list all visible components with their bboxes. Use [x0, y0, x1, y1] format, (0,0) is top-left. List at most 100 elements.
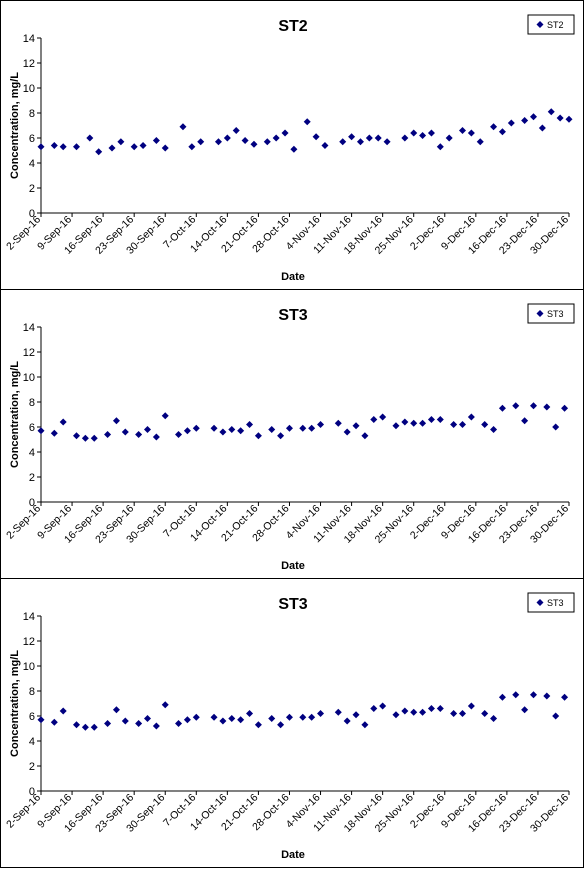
data-point [50, 718, 58, 726]
y-tick-label: 6 [29, 422, 35, 434]
data-point [179, 123, 187, 131]
legend-marker [536, 21, 544, 28]
data-point [361, 721, 369, 729]
y-tick-label: 2 [29, 183, 35, 195]
series-st2 [37, 108, 573, 156]
y-tick-label: 2 [29, 761, 35, 773]
data-point [410, 708, 418, 716]
data-point [104, 720, 112, 727]
data-point [498, 128, 506, 136]
data-point [117, 138, 125, 146]
data-point [436, 416, 444, 423]
data-point [538, 124, 546, 132]
data-point [143, 426, 151, 433]
data-point [197, 138, 205, 146]
y-tick-label: 4 [29, 447, 35, 459]
data-point [467, 413, 475, 421]
data-point [72, 721, 80, 729]
y-axis-label: Concentration, mg/L [9, 72, 21, 179]
data-point [246, 710, 254, 717]
data-point [263, 138, 271, 146]
data-point [121, 717, 129, 725]
data-point [299, 713, 307, 721]
y-tick-label: 12 [23, 58, 35, 70]
data-point [361, 432, 369, 440]
data-point [281, 129, 289, 137]
data-point [135, 720, 143, 727]
data-point [183, 427, 191, 435]
data-point [37, 427, 45, 435]
x-axis-label: Date [281, 271, 305, 283]
data-point [152, 722, 160, 730]
data-point [86, 134, 94, 142]
legend-box [527, 303, 575, 324]
data-point [95, 148, 103, 156]
data-point [419, 132, 427, 139]
data-point [59, 143, 67, 151]
y-tick-label: 8 [29, 108, 35, 120]
y-axis-label: Concentration, mg/L [9, 650, 21, 757]
y-tick-label: 14 [23, 611, 35, 623]
data-point [90, 723, 98, 731]
data-point [481, 421, 489, 428]
data-point [72, 432, 80, 440]
data-point [272, 134, 280, 142]
data-point [152, 137, 160, 144]
data-point [299, 424, 307, 432]
data-point [108, 144, 116, 152]
y-tick-label: 12 [23, 347, 35, 359]
data-point [530, 691, 538, 699]
data-point [139, 142, 147, 149]
data-point [556, 114, 564, 122]
data-point [143, 715, 151, 722]
y-tick-label: 8 [29, 686, 35, 698]
data-point [370, 416, 378, 423]
data-point [419, 708, 427, 716]
data-point [348, 133, 356, 141]
data-point [365, 134, 373, 142]
data-point [436, 143, 444, 151]
series-st3 [37, 402, 569, 442]
y-tick-label: 10 [23, 661, 35, 673]
data-point [334, 708, 342, 716]
data-point [152, 433, 160, 441]
data-point [268, 426, 276, 433]
data-point [379, 702, 387, 710]
data-point [459, 421, 467, 428]
data-point [392, 711, 400, 719]
data-point [530, 402, 538, 410]
data-point [214, 138, 222, 146]
data-point [521, 417, 529, 425]
y-tick-label: 10 [23, 83, 35, 95]
data-point [352, 422, 360, 430]
data-point [237, 716, 245, 724]
data-point [352, 711, 360, 719]
data-point [223, 134, 231, 142]
y-tick-label: 4 [29, 158, 35, 170]
data-point [59, 418, 67, 426]
chart-st3-b: ST3024681012142-Sep-169-Sep-1616-Sep-162… [4, 592, 575, 861]
data-point [498, 693, 506, 701]
data-point [183, 716, 191, 724]
data-point [419, 419, 427, 427]
chart-st2: ST2024681012142-Sep-169-Sep-1616-Sep-162… [4, 14, 575, 283]
data-point [290, 145, 298, 153]
data-point [552, 423, 560, 431]
y-tick-label: 6 [29, 133, 35, 145]
data-point [467, 702, 475, 710]
chart-title: ST2 [278, 18, 307, 35]
data-point [312, 133, 320, 141]
data-point [476, 138, 484, 146]
data-point [370, 705, 378, 712]
data-point [481, 710, 489, 717]
data-point [219, 717, 227, 725]
y-tick-label: 0 [29, 208, 35, 220]
chart-st3-a: ST3024681012142-Sep-169-Sep-1616-Sep-162… [4, 303, 575, 572]
data-point [210, 713, 218, 721]
data-point [490, 715, 498, 722]
data-point [561, 404, 569, 412]
data-point [90, 434, 98, 442]
data-point [459, 710, 467, 717]
data-point [427, 129, 435, 137]
data-point [104, 431, 112, 438]
